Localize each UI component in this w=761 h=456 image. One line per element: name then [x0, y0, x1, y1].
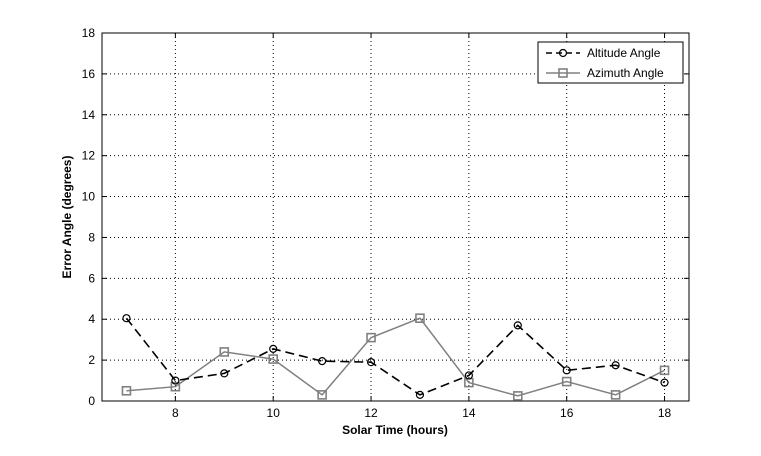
legend-label-altitude-angle: Altitude Angle [587, 46, 661, 60]
data-point-altitude-angle [220, 369, 229, 378]
data-point-azimuth-angle [317, 390, 327, 400]
data-point-altitude-angle [513, 321, 522, 330]
data-point-altitude-angle [269, 344, 278, 353]
legend-marker-altitude-angle [558, 48, 568, 58]
data-point-altitude-angle [122, 314, 131, 323]
x-tick-label: 14 [462, 406, 476, 420]
data-point-altitude-angle [464, 371, 473, 380]
legend-item-altitude-angle: Altitude Angle [546, 46, 661, 60]
data-point-azimuth-angle [610, 390, 621, 400]
data-point-azimuth-angle [415, 313, 425, 324]
data-point-azimuth-angle [121, 385, 132, 396]
y-tick-label: 8 [88, 230, 95, 244]
axis-ticks: 8 10 12 14 16 18 0 2 4 6 8 10 12 14 16 18 [82, 26, 689, 420]
legend-marker-azimuth-angle [558, 68, 568, 78]
data-point-azimuth-angle [659, 365, 670, 376]
legend-box [537, 41, 684, 84]
y-tick-label: 0 [88, 394, 95, 408]
y-tick-label: 18 [82, 26, 96, 40]
series-azimuth-angle [121, 313, 670, 401]
y-tick-label: 12 [82, 149, 96, 163]
data-point-altitude-angle [366, 358, 376, 367]
y-tick-label: 4 [88, 312, 95, 326]
data-point-azimuth-angle [170, 381, 181, 392]
data-point-azimuth-angle [512, 391, 523, 401]
y-tick-label: 10 [82, 190, 96, 204]
data-point-altitude-angle [611, 361, 620, 370]
legend-item-azimuth-angle: Azimuth Angle [546, 66, 664, 80]
y-tick-label: 16 [82, 67, 96, 81]
x-tick-label: 12 [364, 406, 378, 420]
x-tick-label: 8 [172, 406, 179, 420]
plot-area [102, 33, 689, 401]
series-line-altitude-angle [125, 317, 665, 396]
data-point-azimuth-angle [366, 332, 376, 343]
grid-lines [102, 33, 689, 401]
y-tick-label: 6 [88, 271, 95, 285]
data-point-altitude-angle [171, 376, 180, 385]
data-point-azimuth-angle [561, 376, 572, 387]
y-tick-label: 14 [82, 108, 96, 122]
y-tick-label: 2 [88, 353, 95, 367]
x-axis-label: Solar Time (hours) [342, 423, 448, 437]
series-layer [121, 313, 670, 401]
x-tick-label: 18 [658, 406, 672, 420]
x-tick-label: 10 [267, 406, 281, 420]
data-point-altitude-angle [318, 357, 327, 366]
legend-label-azimuth-angle: Azimuth Angle [587, 66, 664, 80]
data-point-altitude-angle [415, 390, 425, 399]
series-altitude-angle [122, 314, 669, 399]
x-tick-label: 16 [560, 406, 574, 420]
data-point-azimuth-angle [268, 354, 279, 364]
y-axis-label: Error Angle (degrees) [60, 156, 74, 279]
data-point-altitude-angle [660, 378, 669, 387]
data-point-altitude-angle [562, 366, 571, 375]
series-line-azimuth-angle [126, 317, 665, 397]
data-point-azimuth-angle [219, 347, 230, 357]
legend: Altitude Angle Azimuth Angle [537, 41, 684, 84]
plot-frame [101, 32, 690, 402]
